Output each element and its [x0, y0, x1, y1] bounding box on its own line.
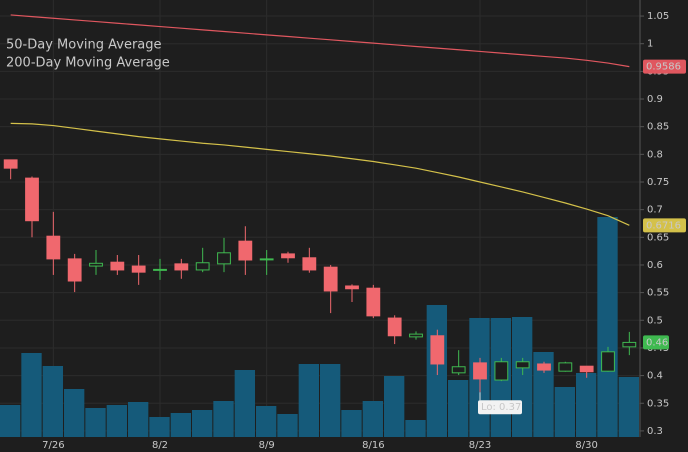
volume-bar — [512, 317, 533, 437]
axes: 0.30.350.40.450.50.550.60.650.70.750.80.… — [6, 0, 686, 451]
candle-body — [387, 317, 402, 337]
price-tag-label: 0.6716 — [646, 220, 681, 231]
legend-label: 50-Day Moving Average — [6, 38, 162, 53]
volume-bar — [213, 401, 234, 437]
y-tick-label: 0.55 — [647, 288, 669, 299]
candle-body — [153, 268, 167, 271]
volume-bar — [85, 408, 106, 437]
candle-body — [323, 266, 338, 292]
candle-body — [515, 361, 530, 369]
x-tick-label: 8/2 — [152, 440, 168, 451]
x-tick-label: 7/26 — [42, 440, 64, 451]
price-tag — [643, 218, 686, 233]
y-tick-label: 0.75 — [647, 177, 669, 188]
volume-bar — [256, 406, 277, 437]
annotation: Lo: 0.37 — [481, 402, 521, 413]
volume-bar — [533, 352, 554, 437]
x-tick-label: 8/23 — [469, 440, 491, 451]
candle-body — [302, 257, 317, 271]
candle-body — [110, 261, 125, 271]
y-tick-label: 0.35 — [647, 398, 669, 409]
candle-body — [281, 253, 295, 259]
moving-average-line — [10, 14, 630, 68]
y-tick-label: 0.9 — [647, 94, 663, 105]
y-tick-label: 0.85 — [647, 122, 669, 133]
volume-bar — [0, 405, 21, 437]
candle-body — [622, 341, 637, 348]
volume-bar — [576, 373, 597, 437]
candle-body — [238, 240, 253, 261]
volume-bar — [106, 405, 127, 437]
y-tick-label: 0.5 — [647, 315, 663, 326]
candle-body — [217, 252, 231, 265]
candle-body — [195, 262, 210, 271]
candle-body — [174, 263, 189, 271]
candle-body — [345, 285, 359, 290]
candle-body — [259, 258, 274, 261]
candle-body — [494, 361, 509, 381]
legend-label: 200-Day Moving Average — [6, 56, 170, 71]
candle-body — [409, 333, 423, 338]
candle-body — [558, 362, 573, 372]
candle-body — [601, 351, 615, 372]
candle-body — [537, 363, 551, 371]
y-tick-label: 0.3 — [647, 426, 663, 437]
x-tick-label: 8/9 — [259, 440, 275, 451]
candle-body — [67, 258, 82, 282]
volume-bar — [554, 387, 575, 437]
volume-bar — [170, 413, 191, 437]
x-tick-label: 8/16 — [362, 440, 384, 451]
volume-bar — [341, 410, 362, 437]
candle-body — [451, 366, 466, 374]
y-tick-label: 1.05 — [647, 11, 669, 22]
volume-bar — [128, 402, 149, 437]
candle-body — [25, 177, 39, 222]
y-tick-label: 0.6 — [647, 260, 663, 271]
x-tick-label: 8/30 — [575, 440, 597, 451]
candle-body — [579, 365, 594, 373]
moving-average-line — [10, 122, 630, 226]
candle-body — [366, 287, 381, 317]
price-tag — [643, 335, 669, 350]
volume-bar — [426, 305, 447, 437]
volume-bar — [42, 366, 63, 437]
volume-bar — [149, 417, 170, 437]
candle-body — [131, 265, 146, 273]
volume-bar — [192, 410, 213, 437]
candle-body — [89, 262, 103, 267]
volume-bar — [234, 370, 255, 437]
candle-body — [46, 235, 61, 260]
candle-body — [473, 362, 487, 380]
volume-bar — [277, 414, 298, 437]
volume-bar — [618, 377, 639, 437]
candles — [3, 159, 637, 393]
volume-bar — [298, 364, 319, 437]
volume-bar — [405, 420, 426, 437]
volume-bar — [320, 364, 341, 437]
candle-body — [430, 335, 445, 365]
price-tag — [643, 59, 686, 74]
candle-body — [3, 159, 18, 169]
volume-bar — [597, 217, 618, 437]
volume-bar — [21, 353, 42, 437]
y-tick-label: 0.4 — [647, 371, 663, 382]
volume-bar — [448, 380, 469, 437]
volume-bar — [362, 401, 383, 437]
volume — [0, 217, 639, 437]
price-tag-label: 0.9586 — [646, 62, 681, 73]
y-tick-label: 0.7 — [647, 205, 663, 216]
y-tick-label: 1 — [647, 39, 653, 50]
volume-bar — [64, 389, 85, 437]
volume-bar — [384, 376, 405, 437]
annotation-box — [478, 400, 522, 415]
y-tick-label: 0.65 — [647, 232, 669, 243]
price-tag-label: 0.46 — [646, 337, 668, 348]
moving-averages — [10, 14, 630, 226]
y-tick-label: 0.8 — [647, 149, 663, 160]
